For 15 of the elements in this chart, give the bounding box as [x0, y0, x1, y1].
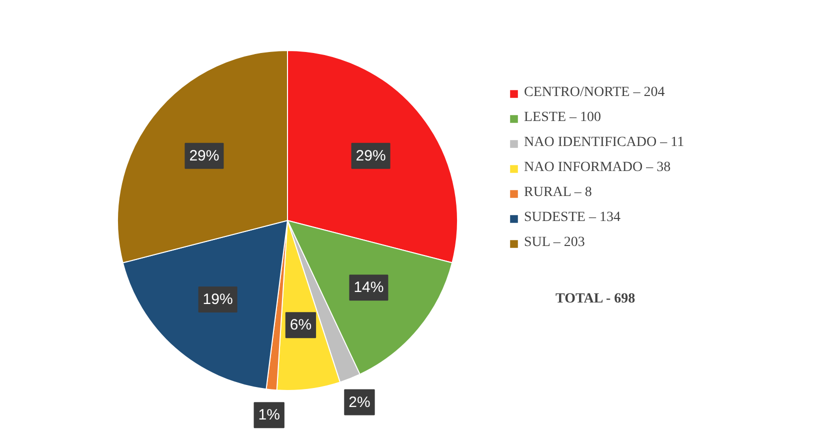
legend-label: SUL – 203 — [524, 235, 585, 251]
legend-label: RURAL – 8 — [524, 185, 592, 201]
text: TOTAL - 698 — [556, 292, 636, 306]
legend-label: CENTRO/NORTE – 204 — [524, 85, 665, 101]
legend-label: LESTE – 100 — [524, 110, 601, 126]
data-label: 19% — [202, 291, 233, 308]
legend-label: SUDESTE – 134 — [524, 210, 620, 226]
data-label: 2% — [348, 394, 370, 411]
data-label: 1% — [258, 406, 280, 424]
data-label: 29% — [189, 147, 220, 164]
data-label: 29% — [356, 147, 386, 164]
data-label: 14% — [354, 279, 384, 296]
legend-label: NAO INFORMADO – 38 — [524, 160, 671, 176]
data-label: 6% — [290, 316, 312, 334]
legend-label: NAO IDENTIFICADO – 11 — [524, 135, 684, 151]
